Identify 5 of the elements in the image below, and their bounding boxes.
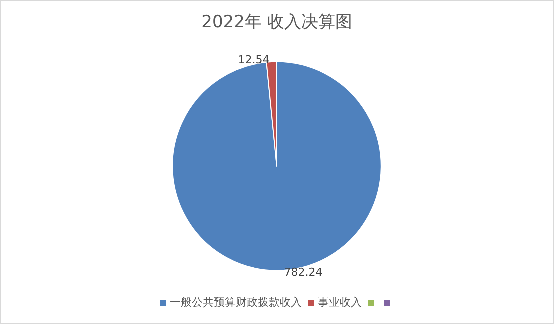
chart-title: 2022年 收入决算图 [202, 12, 352, 32]
data-label: 12.54 [238, 54, 270, 67]
legend-label: 事业收入 [317, 295, 362, 310]
legend-label: 一般公共预算财政拨款收入 [169, 295, 302, 310]
data-label: 782.24 [284, 266, 323, 280]
